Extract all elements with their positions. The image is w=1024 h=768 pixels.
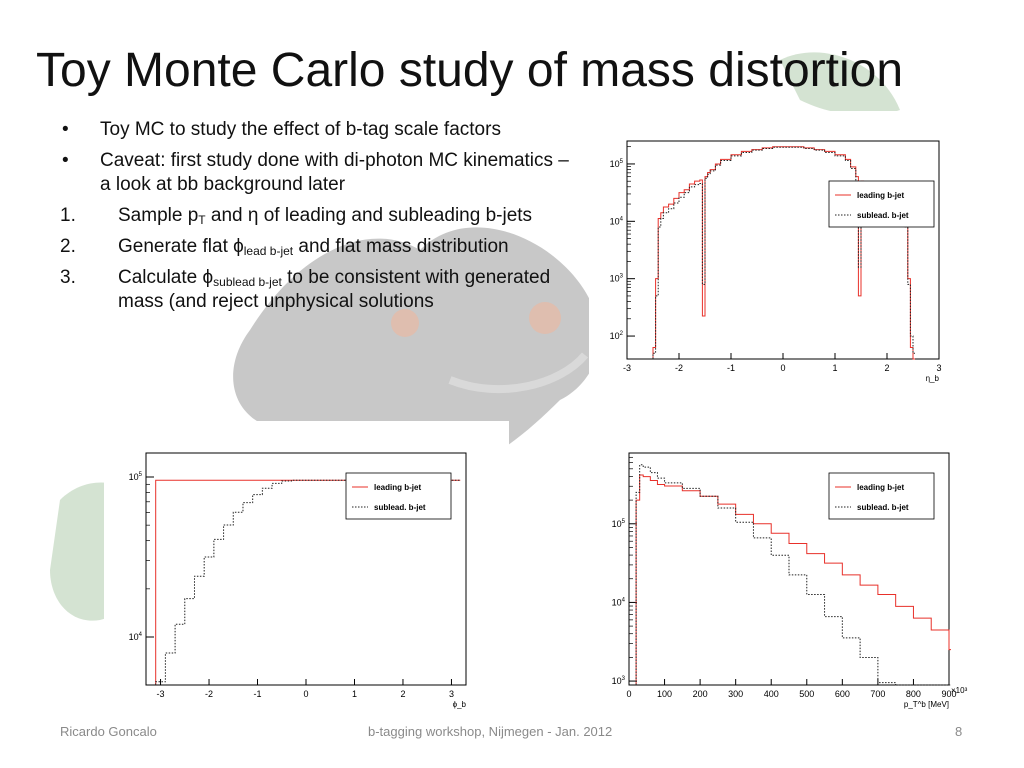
step-text-sub: T	[198, 213, 206, 227]
step-text-pre: Sample p	[118, 205, 199, 226]
x-tick-label: 1	[352, 689, 357, 699]
y-tick-label: 103	[610, 274, 624, 284]
step-number: 2.	[60, 236, 76, 257]
x-tick-label: 1	[832, 363, 837, 373]
x-tick-label: 3	[936, 363, 941, 373]
x-tick-label: 3	[449, 689, 454, 699]
legend-label: sublead. b-jet	[374, 503, 426, 512]
plot-frame	[626, 140, 940, 360]
numbered-step: 3. Calculate ϕsublead b-jet to be consis…	[60, 266, 580, 314]
plush-mouth-shape	[448, 352, 589, 394]
plush-eye-left-shape	[391, 309, 419, 337]
series-leading-line	[652, 146, 915, 360]
plot-frame	[628, 452, 950, 686]
x-tick-label: -1	[254, 689, 262, 699]
x-axis-label: η_b	[926, 374, 940, 383]
x-tick-label: 0	[303, 689, 308, 699]
y-tick-label: 105	[610, 159, 624, 169]
bullet-text: Toy MC to study the effect of b-tag scal…	[100, 119, 501, 140]
plush-ear-shape	[780, 52, 900, 116]
x-tick-label: 0	[626, 689, 631, 699]
step-text-pre: Calculate ϕ	[118, 267, 214, 288]
numbered-step: 1. Sample pT and η of leading and sublea…	[60, 204, 580, 228]
x-tick-label: 500	[799, 689, 814, 699]
x-tick-label: 100	[657, 689, 672, 699]
x-tick-label: 900	[941, 689, 956, 699]
step-text-post: and η of leading and subleading b-jets	[205, 205, 533, 226]
pt-chart-panel: 0 100 200 300 400 500 600 700 800 900 103 104 105 p_T…	[589, 421, 994, 713]
legend-label: leading b-jet	[374, 483, 421, 492]
step-text-post: and flat mass distribution	[293, 236, 509, 257]
x-tick-label: -1	[727, 363, 735, 373]
numbered-step: 2. Generate flat ϕlead b-jet and flat ma…	[60, 235, 580, 259]
legend-box	[345, 472, 452, 520]
bullet-text: Caveat: first study done with di-photon …	[100, 150, 569, 195]
x-axis-multiplier: ×10³	[951, 686, 968, 695]
x-tick-label: 400	[764, 689, 779, 699]
y-tick-label: 105	[612, 519, 626, 529]
legend-label: sublead. b-jet	[857, 211, 909, 220]
y-tick-label: 104	[129, 632, 143, 642]
plush-body-shape	[233, 227, 600, 483]
footer-page-number: 8	[955, 724, 963, 739]
x-tick-label: -3	[157, 689, 165, 699]
x-tick-label: -3	[623, 363, 631, 373]
step-text-sub: sublead b-jet	[213, 275, 282, 289]
phi-chart: -3 -2 -1 0 1 2 3 104 105 ϕ_b leading b-jet sublead.…	[129, 452, 467, 709]
bullet-item: • Toy MC to study the effect of b-tag sc…	[60, 118, 580, 142]
series-leading-line	[635, 474, 951, 685]
legend-label: sublead. b-jet	[857, 503, 909, 512]
x-tick-label: 600	[835, 689, 850, 699]
bullet-marker: •	[62, 119, 69, 140]
x-tick-label: 2	[400, 689, 405, 699]
legend-label: leading b-jet	[857, 191, 904, 200]
step-text-sub: lead b-jet	[243, 244, 294, 258]
y-tick-label: 103	[612, 676, 626, 686]
x-tick-label: 700	[870, 689, 885, 699]
eta-chart: -3 -2 -1 0 1 2 3 102 103 104 105 η_b leading b-jet su…	[610, 140, 942, 383]
step-text-pre: Generate flat ϕ	[118, 236, 244, 257]
x-tick-label: -2	[205, 689, 213, 699]
series-sublead-line	[635, 464, 951, 686]
slide-title: Toy Monte Carlo study of mass distortion	[36, 44, 904, 97]
x-axis-label: p_T^b [MeV]	[904, 700, 949, 709]
series-sublead-line	[652, 146, 915, 359]
step-number: 3.	[60, 267, 76, 288]
y-tick-label: 105	[129, 472, 143, 482]
y-tick-label: 104	[610, 216, 624, 226]
footer-author: Ricardo Goncalo	[60, 724, 157, 739]
x-tick-label: 200	[693, 689, 708, 699]
step-number: 1.	[60, 205, 76, 226]
legend-box	[828, 180, 935, 228]
pt-chart: 0 100 200 300 400 500 600 700 800 900 103 104 105 p_T…	[612, 452, 968, 709]
x-axis-label: ϕ_b	[453, 700, 467, 709]
legend-label: leading b-jet	[857, 483, 904, 492]
legend-box	[828, 472, 935, 520]
phi-chart-panel: -3 -2 -1 0 1 2 3 104 105 ϕ_b leading b-jet sublead.…	[104, 421, 509, 713]
step-text-post: to be consistent with generated mass (an…	[118, 267, 551, 312]
footer-event: b-tagging workshop, Nijmegen - Jan. 2012	[368, 724, 613, 739]
x-tick-label: -2	[675, 363, 683, 373]
plush-eye-right-shape	[529, 302, 561, 334]
bullet-list: • Toy MC to study the effect of b-tag sc…	[60, 118, 580, 321]
x-tick-label: 300	[728, 689, 743, 699]
bullet-item: • Caveat: first study done with di-photo…	[60, 149, 580, 197]
x-tick-label: 0	[780, 363, 785, 373]
bullet-marker: •	[62, 150, 69, 171]
x-tick-label: 800	[906, 689, 921, 699]
x-tick-label: 2	[884, 363, 889, 373]
y-tick-label: 102	[610, 331, 624, 341]
y-tick-label: 104	[612, 597, 626, 607]
eta-chart-panel: -3 -2 -1 0 1 2 3 102 103 104 105 η_b leading b-jet su…	[589, 111, 973, 388]
